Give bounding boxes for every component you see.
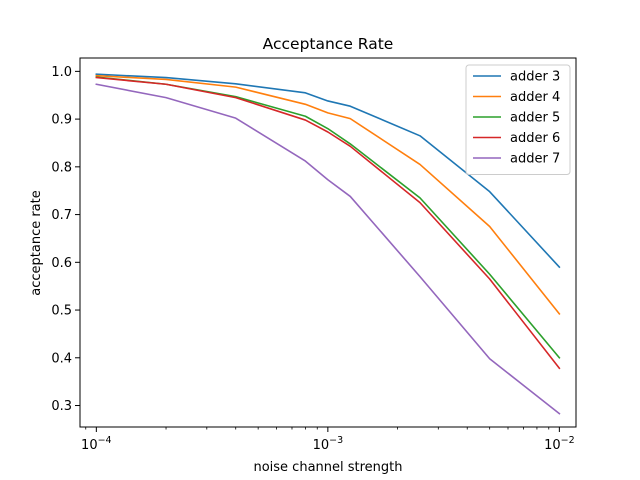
legend-label: adder 4 <box>510 90 560 105</box>
x-tick-base: 10 <box>81 438 98 453</box>
legend-label: adder 3 <box>510 70 560 85</box>
y-tick-label: 0.8 <box>51 160 72 175</box>
y-axis-label: acceptance rate <box>29 190 44 296</box>
y-tick-label: 0.3 <box>51 399 72 414</box>
x-tick-label: 10−4 <box>81 435 112 453</box>
series-line-adder-4 <box>95 74 561 315</box>
legend-box <box>465 64 571 175</box>
legend-label: adder 5 <box>510 111 560 126</box>
y-tick-label: 0.6 <box>51 256 72 271</box>
y-axis: 0.3 0.4 0.5 0.6 0.7 0.8 0.9 1.0 <box>51 65 80 414</box>
x-axis: 10−4 10−3 10−2 <box>81 427 575 453</box>
x-tick-label: 10−2 <box>544 435 575 453</box>
series-line-adder-6 <box>95 76 561 370</box>
series-line-adder-7 <box>95 83 561 415</box>
x-tick-exponent: −2 <box>561 435 575 446</box>
y-tick-label: 0.9 <box>51 113 72 128</box>
x-tick-base: 10 <box>544 438 561 453</box>
x-tick-label: 10−3 <box>313 435 344 453</box>
x-tick-exponent: −3 <box>329 435 343 446</box>
chart-title: Acceptance Rate <box>263 35 394 53</box>
x-tick-exponent: −4 <box>98 435 112 446</box>
y-tick-label: 0.5 <box>51 304 72 319</box>
legend-label: adder 6 <box>510 131 560 146</box>
x-axis-label: noise channel strength <box>253 460 402 475</box>
series-layer <box>95 73 561 415</box>
y-tick-label: 0.4 <box>51 351 72 366</box>
x-tick-base: 10 <box>313 438 330 453</box>
legend: adder 3 adder 4 adder 5 adder 6 adder 7 <box>465 64 571 175</box>
y-tick-label: 1.0 <box>51 65 72 80</box>
legend-label: adder 7 <box>510 152 560 167</box>
y-tick-label: 0.7 <box>51 208 72 223</box>
